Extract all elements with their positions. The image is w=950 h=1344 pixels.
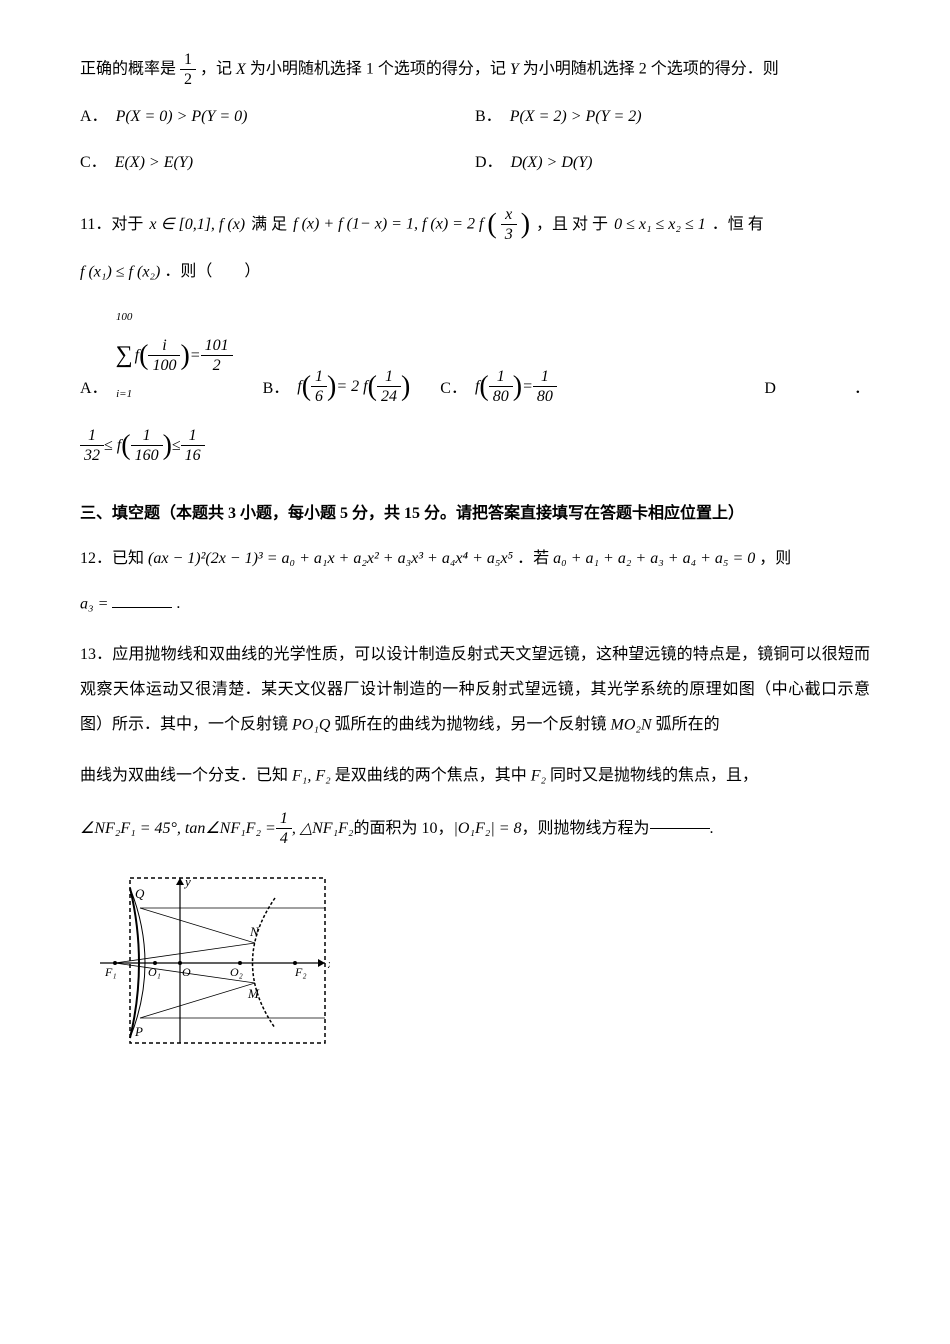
- q10-intro-pre: 正确的概率是: [80, 60, 176, 77]
- q10-mid2: 为小明随机选择 2 个选项的得分．则: [523, 60, 779, 77]
- q10-intro-post: ，记: [200, 60, 232, 77]
- q10-options-row1: A． P(X = 0) > P(Y = 0) B． P(X = 2) > P(Y…: [80, 99, 870, 134]
- label-P: P: [134, 1024, 143, 1039]
- section3-title: 三、填空题（本题共 3 小题，每小题 5 分，共 15 分。请把答案直接填写在答…: [80, 496, 870, 531]
- q10-frac: 1 2: [180, 50, 196, 89]
- label-x: x: [327, 956, 330, 971]
- q11-cond2: f (x) + f (1− x) = 1, f (x) = 2 f ( x 3 …: [293, 205, 530, 244]
- q11-options: A． 100 ∑ i=1 f ( i 100 ) = 101 2 B． f: [80, 305, 870, 406]
- q13-blank: [650, 828, 710, 829]
- label-O1: O₁: [148, 965, 161, 979]
- label-N: N: [249, 924, 260, 939]
- q10-optC: C． E(X) > E(Y): [80, 145, 475, 180]
- q11-mid2: ，且 对 于: [536, 207, 608, 242]
- q12-blank: [112, 607, 172, 608]
- q12-ans: a₃ = .: [80, 586, 870, 622]
- q11-optB: B． f ( 1 6 ) = 2 f ( 1 24 ): [263, 367, 411, 406]
- q11-mid3: ．恒 有: [712, 207, 764, 242]
- q11-stem2: f (x₁) ≤ f (x₂) ．则（ ）: [80, 254, 870, 290]
- q11-mid1: 满 足: [251, 207, 287, 242]
- q10-options-row2: C． E(X) > E(Y) D． D(X) > D(Y): [80, 145, 870, 180]
- label-F2: F₂: [294, 965, 307, 979]
- telescope-diagram: y x Q P N M F₁ O₁ O O₂ F₂: [100, 868, 330, 1058]
- q11-num: 11．对于: [80, 207, 143, 242]
- q11-optD-label: D: [764, 371, 784, 406]
- q13-line1: 13．应用抛物线和双曲线的光学性质，可以设计制造反射式天文望远镜，这种望远镜的特…: [80, 637, 870, 743]
- q12-num: 12．已知: [80, 541, 144, 576]
- q11-optD-formula: 1 32 ≤ f ( 1 160 ) ≤ 1 16: [80, 426, 870, 465]
- q12-mid2: ，则: [759, 541, 791, 576]
- q13-line2: 曲线为双曲线一个分支．已知 F₁, F₂ 是双曲线的两个焦点，其中 F₂ 同时又…: [80, 758, 870, 794]
- q10-X: X: [236, 61, 246, 78]
- q11-cond4: f (x₁) ≤ f (x₂): [80, 264, 160, 281]
- label-O2: O₂: [230, 965, 243, 979]
- q13-diagram: y x Q P N M F₁ O₁ O O₂ F₂: [100, 868, 870, 1071]
- q12-cond: a₀ + a₁ + a₂ + a₃ + a₄ + a₅ = 0: [553, 541, 755, 576]
- q11-stem: 11．对于 x ∈ [0,1], f (x) 满 足 f (x) + f (1−…: [80, 205, 870, 244]
- q11-cond3: 0 ≤ x₁ ≤ x₂ ≤ 1: [614, 207, 706, 242]
- q10-intro: 正确的概率是 1 2 ，记 X 为小明随机选择 1 个选项的得分，记 Y 为小明…: [80, 50, 870, 89]
- label-O: O: [182, 965, 191, 979]
- label-F1: F₁: [104, 965, 117, 979]
- q10-optA: A． P(X = 0) > P(Y = 0): [80, 99, 475, 134]
- q11-then: ．则（ ）: [164, 263, 260, 280]
- q10-mid1: 为小明随机选择 1 个选项的得分，记: [250, 60, 506, 77]
- q11-optA: A． 100 ∑ i=1 f ( i 100 ) = 101 2: [80, 305, 233, 406]
- q12-mid: ．若: [517, 541, 549, 576]
- q13: 13．应用抛物线和双曲线的光学性质，可以设计制造反射式天文望远镜，这种望远镜的特…: [80, 637, 870, 849]
- q11-cond1: x ∈ [0,1], f (x): [149, 207, 245, 242]
- q12: 12．已知 (ax − 1)²(2x − 1)³ = a₀ + a₁x + a₂…: [80, 541, 870, 576]
- q12-expand: (ax − 1)²(2x − 1)³ = a₀ + a₁x + a₂x² + a…: [148, 541, 513, 576]
- q10-optD: D． D(X) > D(Y): [475, 145, 870, 180]
- q11-optC: C． f ( 1 80 ) = 1 80: [440, 367, 557, 406]
- label-M: M: [247, 986, 260, 1001]
- label-y: y: [183, 874, 191, 889]
- q11-optD-dot: ．: [854, 371, 870, 406]
- q13-line3: ∠NF₂F₁ = 45°, tan∠NF₁F₂ = 1 4 , △NF₁F₂ 的…: [80, 809, 870, 848]
- q10-optB: B． P(X = 2) > P(Y = 2): [475, 99, 870, 134]
- q10-Y: Y: [510, 61, 519, 78]
- label-Q: Q: [135, 886, 145, 901]
